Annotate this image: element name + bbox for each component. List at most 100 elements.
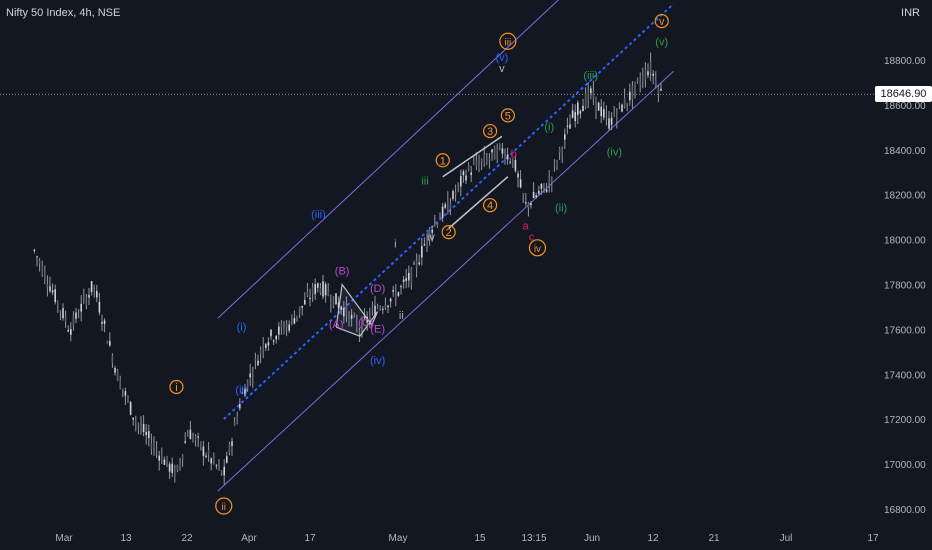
candle: [319, 282, 322, 296]
candle-body: [207, 450, 210, 455]
candle-body: [148, 431, 150, 439]
candle: [272, 339, 275, 345]
wave-label-4: 4: [482, 198, 498, 213]
candle: [501, 142, 504, 159]
candle-body: [246, 380, 249, 389]
y-tick-label: 18000.00: [884, 236, 926, 247]
wave-label-text: v: [499, 63, 505, 75]
candle: [327, 283, 330, 297]
candle-body: [145, 431, 148, 436]
candle: [67, 325, 70, 333]
candle: [548, 170, 551, 193]
candle-body: [330, 301, 332, 304]
candle-body: [280, 323, 283, 328]
candle-body: [59, 310, 62, 312]
candle-body: [335, 293, 337, 305]
candle: [655, 71, 657, 89]
candle: [36, 255, 38, 267]
candle-body: [348, 312, 350, 324]
candle: [207, 442, 210, 462]
candle: [595, 96, 597, 120]
candle: [434, 214, 436, 227]
candle: [163, 456, 166, 466]
candle: [486, 152, 488, 165]
candle: [153, 436, 155, 456]
candle-body: [96, 290, 98, 298]
candle: [122, 388, 124, 398]
candle: [584, 87, 587, 110]
candle: [181, 453, 184, 467]
candle: [132, 417, 135, 426]
candle-body: [532, 191, 535, 199]
candle: [267, 337, 270, 351]
candle: [634, 81, 636, 99]
candle: [397, 291, 400, 298]
wave-label-text: (ii): [235, 384, 247, 396]
candle-body: [309, 297, 311, 300]
candle-body: [382, 308, 384, 310]
candle-body: [44, 271, 46, 280]
wave-label-text: (iv): [370, 355, 385, 367]
candle-body: [83, 296, 85, 298]
y-tick-label: 17600.00: [884, 325, 926, 336]
candle-body: [642, 75, 644, 82]
candle: [194, 434, 197, 447]
candle: [179, 457, 181, 471]
candle-body: [626, 102, 629, 105]
candle: [57, 300, 59, 314]
candle-body: [324, 284, 327, 296]
candle-body: [478, 163, 480, 170]
candle: [59, 309, 62, 321]
candle-body: [176, 465, 179, 471]
candle: [543, 182, 545, 194]
candle: [649, 52, 652, 81]
candle-body: [465, 175, 467, 181]
candle: [553, 159, 556, 172]
candle: [184, 432, 187, 444]
candle: [621, 103, 623, 113]
wave-label-ii: (ii): [235, 384, 247, 396]
wave-label-circle: [500, 108, 515, 123]
candle-body: [200, 442, 202, 449]
candle: [41, 260, 44, 278]
candle-body: [205, 455, 207, 457]
candle-body: [408, 272, 410, 281]
candle-body: [616, 113, 618, 121]
candle-body: [254, 358, 257, 360]
candle: [475, 152, 478, 171]
candle-body: [304, 300, 306, 305]
wave-label-text: (C): [358, 317, 373, 329]
candle-body: [202, 446, 205, 456]
candle-body: [509, 161, 512, 163]
candle-body: [512, 158, 514, 166]
candle: [330, 294, 332, 313]
candle: [205, 452, 207, 459]
candle: [348, 311, 350, 327]
wave-label-iii: iii: [499, 32, 517, 50]
candle: [51, 283, 54, 296]
candle: [457, 182, 460, 193]
candle: [317, 282, 319, 293]
candle-body: [486, 157, 488, 164]
candle: [540, 183, 543, 196]
candle-body: [569, 124, 571, 129]
wave-label-text: (v): [655, 36, 668, 48]
candle-body: [77, 316, 80, 318]
candle: [660, 82, 662, 92]
candle: [148, 424, 150, 447]
wave-label-text: (A): [329, 319, 344, 331]
candle: [356, 314, 358, 333]
candle: [200, 441, 202, 451]
candle-body: [361, 319, 363, 335]
candle: [410, 266, 413, 290]
candle: [423, 237, 426, 247]
candle: [408, 265, 410, 288]
x-tick-label: 13: [120, 533, 132, 544]
candle-body: [431, 229, 434, 233]
candle-body: [623, 97, 626, 107]
candle: [197, 432, 200, 448]
candle: [220, 470, 223, 476]
candle-body: [467, 165, 470, 170]
candle-body: [413, 263, 415, 265]
